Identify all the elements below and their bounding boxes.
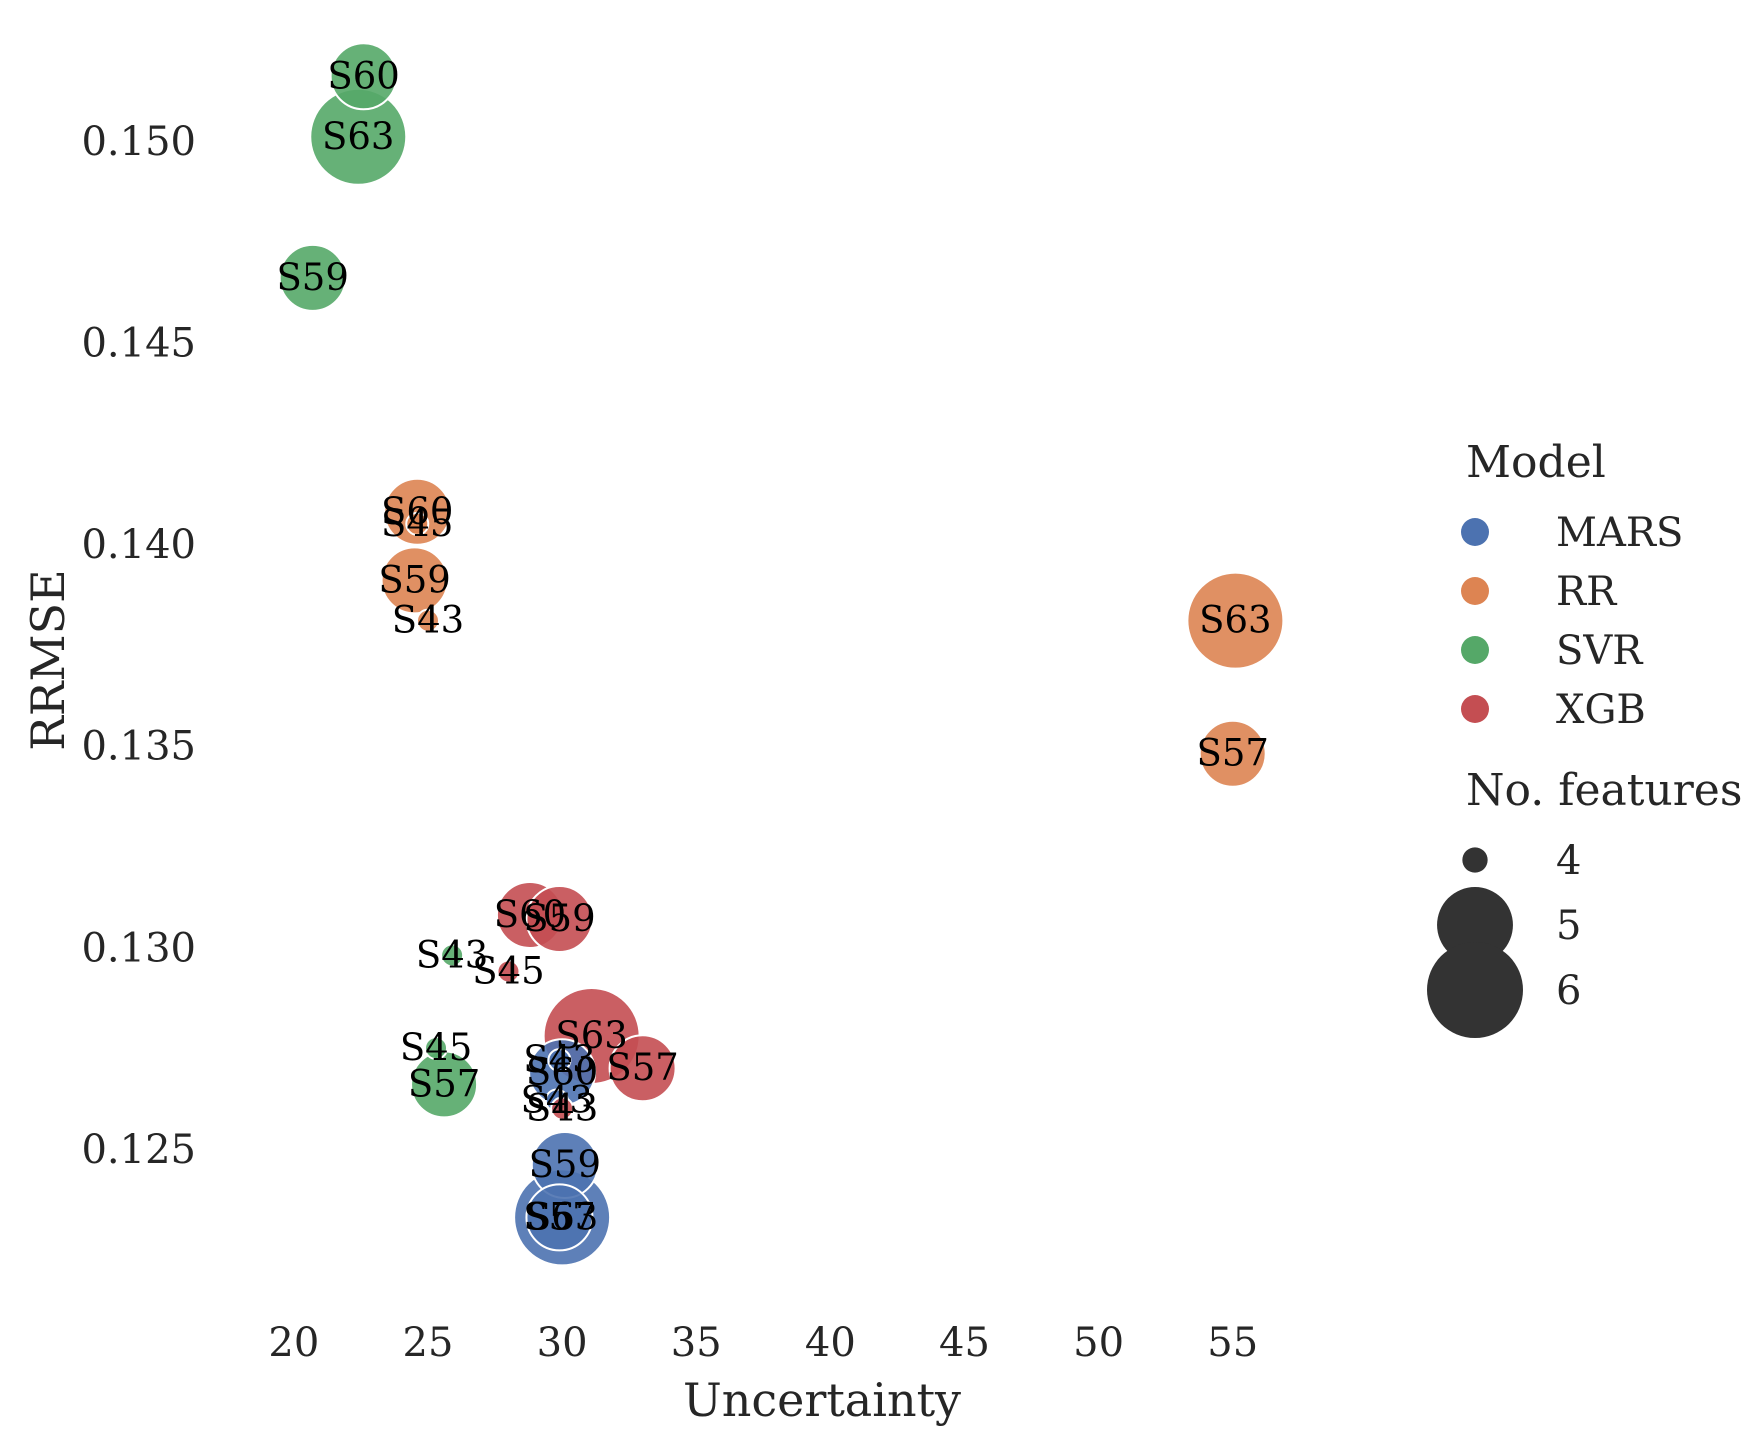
point-label: S45 [472,949,544,992]
bubble-svr-s45 [424,1036,449,1061]
bubble-rr-s57 [1198,719,1267,788]
x-tick-label: 30 [537,1320,588,1366]
legend-models: MARS RR SVR XGB [1461,510,1683,733]
bubble-rr-s43 [416,608,440,633]
legend-size-marker-6 [1427,942,1523,1038]
bubble-mars-s57 [525,1183,594,1252]
x-axis-ticks: 20 25 30 35 40 45 50 55 [268,1320,1258,1366]
bubble-rr-s60 [383,477,452,546]
x-tick-label: 45 [939,1320,990,1366]
legend-label-xgb: XGB [1556,687,1646,733]
y-tick-label: 0.125 [81,1127,196,1173]
x-tick-label: 55 [1207,1320,1258,1366]
legend-label-rr: RR [1556,569,1618,615]
bubble-rr-s63 [1186,571,1285,670]
point-label: S63 [1199,599,1271,642]
legend-size-label-4: 4 [1556,838,1581,884]
y-axis-label: RRMSE [21,569,75,750]
legend-size-title: No. features [1466,765,1742,816]
point-label: S57 [606,1046,678,1089]
y-tick-label: 0.130 [81,925,196,971]
point-label: S63 [322,115,394,158]
legend-label-svr: SVR [1556,628,1644,674]
y-tick-label: 0.135 [81,724,196,770]
point-label: S43 [526,1087,598,1130]
x-tick-label: 20 [268,1320,319,1366]
bubble-xgb-s43 [550,1096,575,1121]
bubble-svr-s59 [278,243,347,312]
point-label: S43 [392,599,464,642]
y-axis-ticks: 0.125 0.130 0.135 0.140 0.145 0.150 [81,119,196,1173]
y-tick-label: 0.140 [81,522,196,568]
legend-swatch-rr [1461,577,1489,605]
bubble-xgb-s45 [496,959,521,984]
point-label: S57 [408,1062,480,1105]
point-label: S43 [523,1038,595,1081]
x-tick-label: 50 [1073,1320,1124,1366]
point-label: S57 [1196,732,1268,775]
point-label: S59 [276,256,348,299]
bubble-svr-s43 [440,943,465,968]
point-label: S45 [381,502,453,545]
point-label: S59 [378,558,450,601]
bubble-mars-s43 [547,1048,572,1073]
point-label: S43 [416,933,488,976]
point-label: S60 [327,54,399,97]
legend-size-marker-4 [1462,847,1488,873]
y-tick-label: 0.145 [81,320,196,366]
point-label: S60 [526,1050,598,1093]
legend-size-label-5: 5 [1556,903,1581,949]
legend-size-marker-5 [1437,887,1513,963]
point-label: S59 [529,1143,601,1186]
point-label: S57 [523,1195,595,1238]
x-tick-label: 35 [671,1320,722,1366]
legend-swatch-xgb [1461,695,1489,723]
y-tick-label: 0.150 [81,119,196,165]
marks-layer [278,42,1285,1267]
bubble-rr-s45 [405,511,430,536]
bubble-svr-s60 [329,42,398,111]
legend-size-label-6: 6 [1556,968,1581,1014]
point-label: S63 [526,1195,598,1238]
bubble-rr-s59 [380,546,449,615]
legend-label-mars: MARS [1556,510,1683,556]
point-label: S43 [521,1078,593,1121]
point-label: S59 [523,897,595,940]
legend: Model MARS RR SVR XGB No. features 4 5 6 [1427,437,1742,1038]
point-label: S63 [555,1014,627,1057]
point-label: S60 [494,893,566,936]
x-tick-label: 25 [403,1320,454,1366]
x-axis-label: Uncertainty [683,1373,961,1427]
point-label: S45 [400,1026,472,1069]
legend-hue-title: Model [1466,437,1606,488]
legend-swatch-mars [1461,518,1489,546]
legend-sizes: 4 5 6 [1427,838,1581,1038]
legend-swatch-svr [1461,636,1489,664]
bubble-xgb-s57 [608,1034,677,1103]
x-tick-label: 40 [805,1320,856,1366]
point-label-layer: S63S63S63S63S60S59S57S60S59S57S60S59S57S… [276,54,1271,1238]
bubble-xgb-s59 [525,885,594,954]
point-label: S60 [381,490,453,533]
